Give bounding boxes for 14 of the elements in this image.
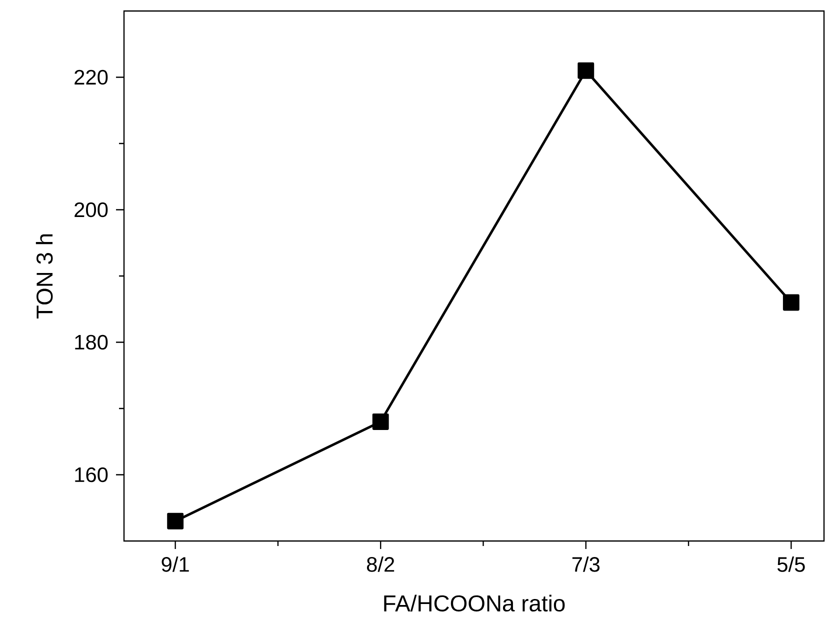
y-tick-label: 180 xyxy=(75,334,108,350)
x-tick-label: 9/1 xyxy=(162,556,189,572)
point xyxy=(372,414,389,430)
x-tick-label: 5/5 xyxy=(777,556,805,572)
y-axis-title: TON 3 h xyxy=(36,234,53,319)
x-tick-label: 8/2 xyxy=(366,556,394,572)
y-tick-label: 160 xyxy=(75,467,108,482)
x-axis-title: FA/HCOONa ratio xyxy=(384,594,565,612)
x-tick-label: 7/3 xyxy=(572,556,600,572)
point xyxy=(578,62,594,79)
point xyxy=(782,294,800,311)
point xyxy=(167,512,184,530)
y-tick-label: 220 xyxy=(74,70,108,85)
y-tick-label: 200 xyxy=(74,202,108,218)
